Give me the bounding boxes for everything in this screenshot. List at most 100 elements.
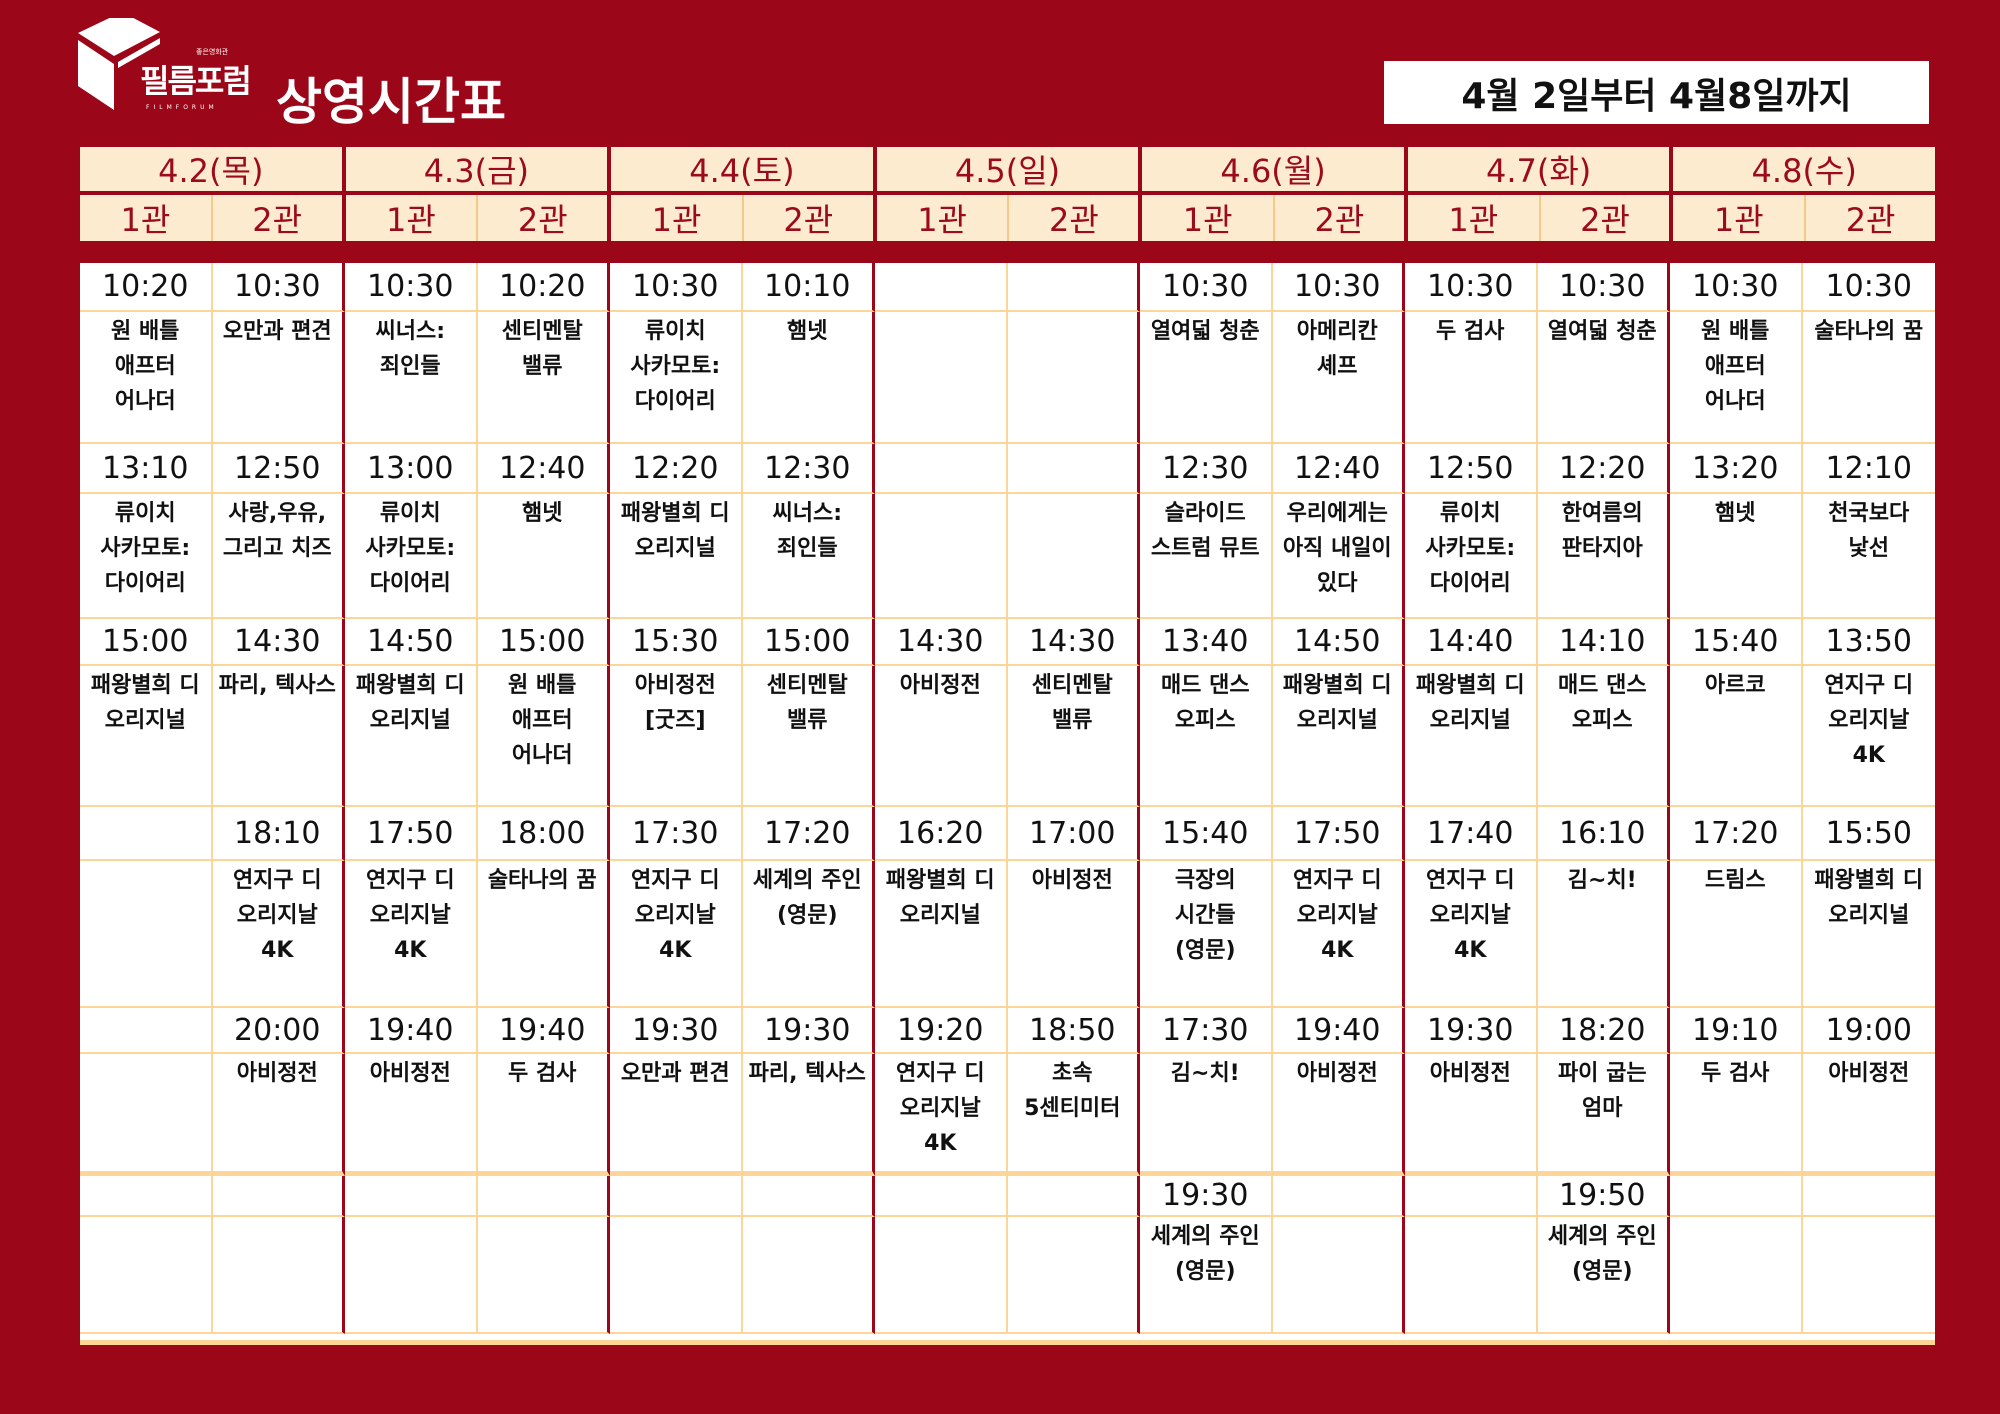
hall-label: 1관: [1407, 195, 1539, 241]
movie-title: 두 검사: [1670, 1054, 1803, 1176]
showtime: 19:40: [477, 1008, 610, 1054]
hall-label: 2관: [1007, 195, 1139, 241]
showtime: 10:30: [212, 263, 345, 312]
movie-title: 씨너스: 죄인들: [345, 312, 478, 444]
showtime: [610, 1176, 743, 1217]
movie-title: 아비정전: [1272, 1054, 1405, 1176]
hall-label: 2관: [210, 195, 342, 241]
showtime: 10:30: [1272, 263, 1405, 312]
movie-title: 센티멘탈 밸류: [742, 666, 875, 807]
logo-tagline: 좋은영화관: [196, 48, 229, 56]
hall-label: 2관: [1804, 195, 1935, 241]
showtime: 10:20: [477, 263, 610, 312]
showtime: 14:40: [1405, 619, 1538, 666]
showtime: [1272, 1176, 1405, 1217]
showtime: 19:10: [1670, 1008, 1803, 1054]
movie-title: [1007, 494, 1140, 619]
day-label: 4.5(일): [876, 147, 1139, 191]
movie-title: 오만과 편견: [610, 1054, 743, 1176]
showtime: [477, 1176, 610, 1217]
movie-title: [212, 1217, 345, 1334]
movie-title: 류이치 사카모토: 다이어리: [1405, 494, 1538, 619]
movie-title: 아비정전 [굿즈]: [610, 666, 743, 807]
movie-title: 아비정전: [1802, 1054, 1935, 1176]
movie-title: 초속 5센티미터: [1007, 1054, 1140, 1176]
movie-title: 햄넷: [477, 494, 610, 619]
movie-title: [875, 1217, 1008, 1334]
movie-title: 극장의 시간들 (영문): [1140, 861, 1273, 1008]
movie-title: [875, 494, 1008, 619]
movie-title: 열여덟 청춘: [1537, 312, 1670, 444]
movie-title: 센티멘탈 밸류: [477, 312, 610, 444]
day-header: 4.6(월) 1관 2관: [1142, 147, 1404, 241]
movie-title: 연지구 디 오리지날 4K: [345, 861, 478, 1008]
movie-title: 드림스: [1670, 861, 1803, 1008]
movie-title: [80, 861, 213, 1008]
movie-title: [875, 312, 1008, 444]
movie-title: [1007, 1217, 1140, 1334]
showtime: 18:50: [1007, 1008, 1140, 1054]
showtime: 18:20: [1537, 1008, 1670, 1054]
showtime: [1802, 1176, 1935, 1217]
showtime: 19:20: [875, 1008, 1008, 1054]
showtime: 17:00: [1007, 807, 1140, 861]
movie-title: 연지구 디 오리지날 4K: [875, 1054, 1008, 1176]
movie-title: 세계의 주인 (영문): [1537, 1217, 1670, 1334]
movie-title: 슬라이드 스트럼 뮤트: [1140, 494, 1273, 619]
showtime: 17:50: [345, 807, 478, 861]
hall-label: 1관: [1673, 195, 1805, 241]
showtime: [80, 807, 213, 861]
showtime: 19:30: [742, 1008, 875, 1054]
showtime: 10:20: [80, 263, 213, 312]
day-header-row: 4.2(목) 1관 2관 4.3(금) 1관 2관 4.4(토) 1관 2관 4.5(일) 1관 2관…: [80, 147, 1935, 241]
day-label: 4.3(금): [345, 147, 608, 191]
movie-title: 아비정전: [875, 666, 1008, 807]
showtime: 16:20: [875, 807, 1008, 861]
movie-title: 패왕별희 디 오리지널: [1405, 666, 1538, 807]
day-header: 4.3(금) 1관 2관: [345, 147, 608, 241]
showtime: 12:30: [742, 444, 875, 494]
showtime: 19:30: [610, 1008, 743, 1054]
showtime: 17:50: [1272, 807, 1405, 861]
showtime: 15:00: [742, 619, 875, 666]
showtime: 14:10: [1537, 619, 1670, 666]
showtime: 14:30: [875, 619, 1008, 666]
showtime: 10:30: [610, 263, 743, 312]
showtime: 17:20: [742, 807, 875, 861]
hall-label: 1관: [80, 195, 211, 241]
movie-title: 원 배틀 애프터 어나더: [477, 666, 610, 807]
showtime: 12:30: [1140, 444, 1273, 494]
day-label: 4.2(목): [80, 147, 342, 191]
movie-title: 원 배틀 애프터 어나더: [80, 312, 213, 444]
page-title: 상영시간표: [276, 73, 506, 131]
movie-title: 매드 댄스 오피스: [1537, 666, 1670, 807]
day-header: 4.5(일) 1관 2관: [876, 147, 1139, 241]
showtime: 13:00: [345, 444, 478, 494]
movie-title: 김~치!: [1140, 1054, 1273, 1176]
movie-title: 연지구 디 오리지날 4K: [1802, 666, 1935, 807]
movie-title: 매드 댄스 오피스: [1140, 666, 1273, 807]
movie-title: 사랑,우유, 그리고 치즈: [212, 494, 345, 619]
movie-title: [1405, 1217, 1538, 1334]
hall-label: 2관: [1273, 195, 1404, 241]
movie-title: 패왕별희 디 오리지널: [1272, 666, 1405, 807]
schedule-grid: 10:20 10:30 10:30 10:20 10:30 10:10 10:30 10:30…: [80, 263, 1935, 1345]
showtime: 17:30: [610, 807, 743, 861]
movie-title: 한여름의 판타지아: [1537, 494, 1670, 619]
movie-title: 패왕별희 디 오리지널: [610, 494, 743, 619]
movie-title: 파리, 텍사스: [742, 1054, 875, 1176]
movie-title: 류이치 사카모토: 다이어리: [345, 494, 478, 619]
showtime: [742, 1176, 875, 1217]
day-label: 4.4(토): [611, 147, 873, 191]
showtime: 12:40: [1272, 444, 1405, 494]
day-header: 4.7(화) 1관 2관: [1407, 147, 1670, 241]
showtime: 15:00: [477, 619, 610, 666]
movie-title: [477, 1217, 610, 1334]
movie-title: 연지구 디 오리지날 4K: [1272, 861, 1405, 1008]
movie-title: 아비정전: [1405, 1054, 1538, 1176]
showtime: [345, 1176, 478, 1217]
movie-title: 아비정전: [212, 1054, 345, 1176]
movie-title: [80, 1217, 213, 1334]
logo-english: FILMFORUM: [146, 104, 218, 111]
hall-label: 2관: [1538, 195, 1670, 241]
